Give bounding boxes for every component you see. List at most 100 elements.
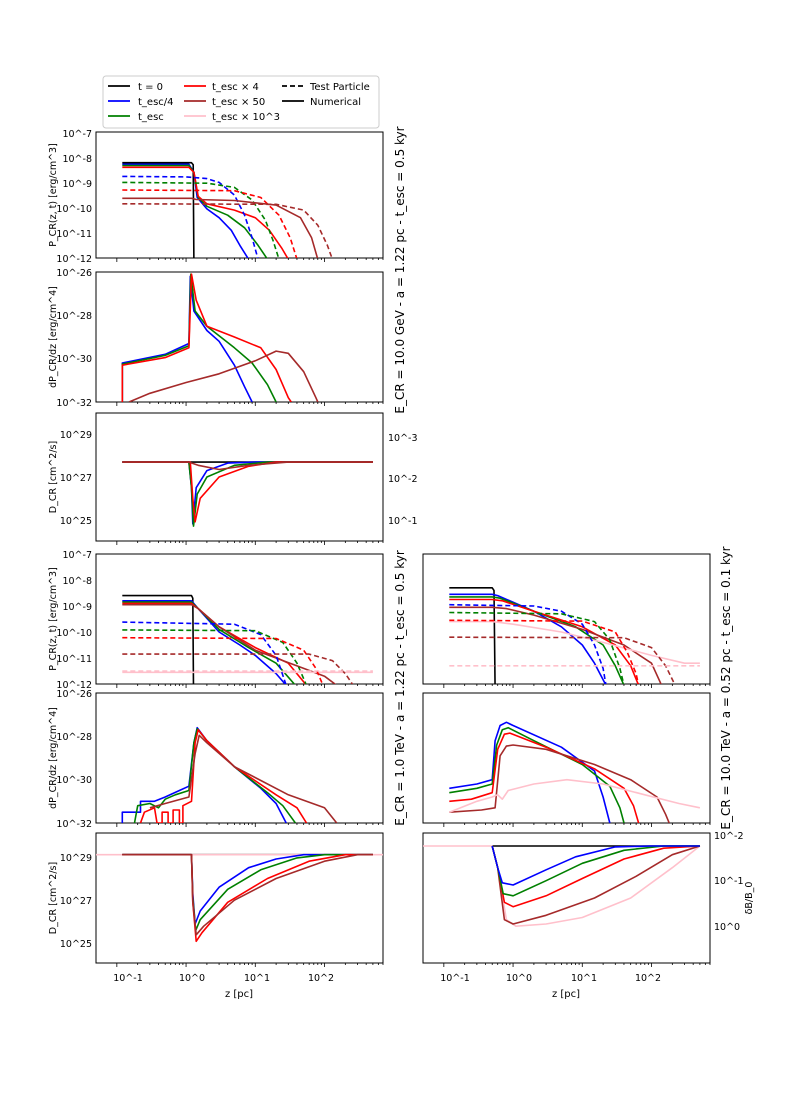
- series-line: [449, 596, 625, 684]
- ytick-label: 10^-12: [56, 254, 92, 265]
- legend-item-tesc-quarter: t_esc/4: [108, 97, 174, 108]
- series-line: [122, 853, 373, 925]
- series-line: [122, 461, 373, 471]
- series-line: [122, 161, 195, 258]
- series-line: [449, 732, 640, 823]
- series-line: [122, 653, 354, 684]
- panel-B_G: [121, 726, 338, 823]
- panel-A_G: [121, 273, 319, 402]
- panel-frame-B_P: [95, 553, 384, 685]
- series-line: [122, 203, 333, 258]
- series-line: [449, 619, 640, 684]
- series-line: [122, 166, 289, 258]
- series-line: [449, 586, 496, 684]
- ytick-label: 10^-26: [56, 689, 92, 700]
- series-line: [122, 461, 373, 523]
- xtick-label: 10^-1: [113, 973, 143, 984]
- legend-label: t_esc: [138, 112, 164, 123]
- ytick-label: 10^-32: [56, 398, 92, 409]
- legend-label: t_esc × 50: [212, 97, 265, 108]
- series-line: [122, 197, 319, 258]
- ytick-label: 10^-7: [62, 550, 92, 561]
- ytick-label: 10^-32: [56, 819, 92, 830]
- series-line: [128, 350, 319, 402]
- series-line: [122, 853, 373, 936]
- series-line: [122, 636, 324, 684]
- series-line: [449, 603, 607, 684]
- right-ytick-labels: 10^-3 10^-2 10^-1 10^-2 10^-1 10^0: [388, 433, 744, 933]
- series-line: [122, 594, 195, 684]
- series-line: [133, 727, 297, 823]
- ytick-label: 10^29: [60, 430, 92, 441]
- ytick-label: 10^-12: [56, 680, 92, 691]
- panel-frame-B_D: [95, 832, 384, 964]
- ytick-label: 10^0: [714, 922, 740, 933]
- series-line: [449, 611, 625, 684]
- ytick-label: 10^-8: [62, 576, 92, 587]
- legend: t = 0 t_esc/4 t_esc t_esc × 4 t_esc × 50…: [102, 75, 380, 129]
- series-line: [122, 603, 337, 684]
- series-line: [122, 189, 298, 258]
- series-line: [449, 726, 625, 823]
- ytick-labels: 10^-7 10^-8 10^-9 10^-10 10^-11 10^-12 1…: [56, 129, 92, 950]
- ytick-label: 10^-11: [56, 229, 92, 240]
- panel-frame-C_G: [422, 692, 711, 824]
- y-axis-labels: P_CR(z, t) [erg/cm^3] dP_CR/dz [erg/cm^4…: [48, 143, 755, 934]
- panel-A_D: [122, 461, 373, 527]
- series-line: [449, 778, 701, 813]
- xtick-label: 10^1: [244, 973, 270, 984]
- ylabel-dB: δB/B_0: [744, 882, 755, 915]
- ytick-label: 10^-7: [62, 129, 92, 140]
- xlabel: z [pc]: [552, 989, 580, 1000]
- ytick-label: 10^25: [60, 939, 92, 950]
- ytick-label: 10^-28: [56, 311, 92, 322]
- panel-frame-A_G: [95, 271, 384, 403]
- ylabel-diffusion: D_CR [cm^2/s]: [48, 862, 59, 934]
- ytick-label: 10^-1: [388, 516, 418, 527]
- panel-frames: [95, 131, 711, 964]
- series-line: [122, 461, 373, 527]
- legend-item-tesc-x50: t_esc × 50: [184, 97, 265, 108]
- legend-label: t = 0: [138, 82, 163, 93]
- row-title: E_CR = 10.0 GeV - a = 1.22 pc - t_esc = …: [393, 126, 407, 413]
- panel-frame-A_P: [95, 131, 384, 259]
- legend-label: Numerical: [310, 97, 361, 108]
- x-axis-labels: z [pc] z [pc]: [225, 989, 580, 1000]
- ytick-label: 10^-30: [56, 775, 92, 786]
- series-line: [139, 728, 308, 823]
- xtick-label: 10^1: [571, 973, 597, 984]
- legend-item-t0: t = 0: [108, 82, 163, 93]
- series-line: [122, 163, 249, 258]
- series-line: [491, 845, 700, 886]
- legend-label: t_esc × 10^3: [212, 112, 280, 123]
- ytick-label: 10^-11: [56, 654, 92, 665]
- ytick-label: 10^-10: [56, 628, 92, 639]
- series-line: [449, 606, 662, 684]
- series-line: [121, 273, 277, 402]
- panel-C_P: [449, 586, 700, 684]
- panel-frame-A_D: [95, 412, 384, 542]
- xtick-label: 10^-1: [440, 973, 470, 984]
- xtick-label: 10^0: [179, 973, 205, 984]
- ylabel-pressure: P_CR(z, t) [erg/cm^3]: [48, 143, 59, 247]
- series-line: [122, 621, 287, 684]
- ylabel-diffusion: D_CR [cm^2/s]: [48, 441, 59, 513]
- panel-C_D: [423, 845, 701, 928]
- legend-label: Test Particle: [309, 82, 370, 93]
- ytick-label: 10^29: [60, 853, 92, 864]
- panel-B_D: [96, 853, 383, 943]
- ytick-label: 10^-30: [56, 354, 92, 365]
- series-line: [449, 721, 611, 823]
- series-line: [122, 164, 268, 258]
- curves: [96, 161, 701, 943]
- row-titles: E_CR = 10.0 GeV - a = 1.22 pc - t_esc = …: [393, 126, 733, 829]
- legend-item-tesc-x1000: t_esc × 10^3: [184, 112, 280, 123]
- ytick-label: 10^-26: [56, 268, 92, 279]
- legend-item-tesc-x4: t_esc × 4: [184, 82, 259, 93]
- ylabel-gradient: dP_CR/dz [erg/cm^4]: [48, 286, 59, 388]
- tick-marks: [116, 258, 711, 967]
- ytick-label: 10^27: [60, 896, 92, 907]
- ytick-label: 10^25: [60, 516, 92, 527]
- xtick-label: 10^2: [308, 973, 334, 984]
